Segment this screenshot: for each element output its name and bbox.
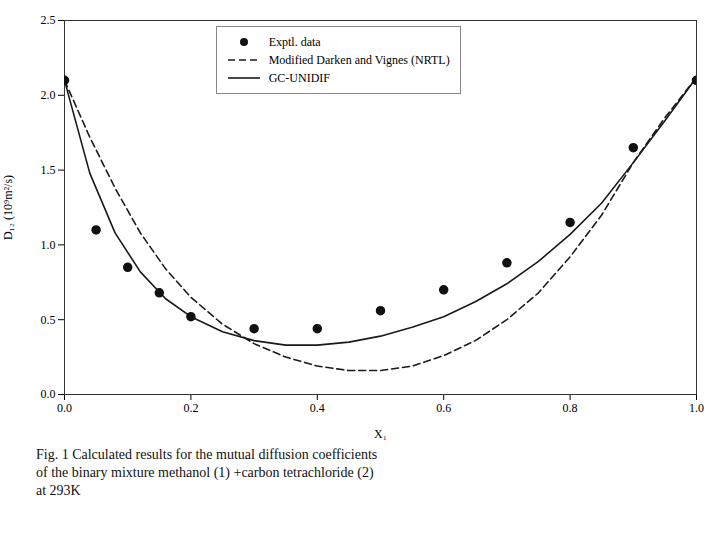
svg-text:0.5: 0.5	[41, 313, 56, 327]
svg-text:0.6: 0.6	[436, 401, 451, 415]
svg-text:0.4: 0.4	[310, 401, 325, 415]
html-text:Modified Darken and Vignes (NR: Modified Darken and Vignes (NRTL)	[268, 53, 450, 67]
html-text:GC-UNIDIF: GC-UNIDIF	[268, 71, 330, 85]
svg-text:D₁₂ (10⁹m²/s): D₁₂ (10⁹m²/s)	[1, 175, 15, 240]
svg-text:X₁: X₁	[374, 427, 387, 441]
svg-text:1.5: 1.5	[41, 163, 56, 177]
svg-text:0.2: 0.2	[183, 401, 198, 415]
svg-text:1.0: 1.0	[41, 238, 56, 252]
svg-text:1.0: 1.0	[689, 401, 704, 415]
html-text:Fig. 1 Calculated results for: Fig. 1 Calculated results for the mutual…	[36, 447, 378, 498]
svg-text:0.8: 0.8	[563, 401, 578, 415]
svg-text:2.0: 2.0	[41, 88, 56, 102]
svg-text:0.0: 0.0	[41, 387, 56, 401]
svg-text:0.0: 0.0	[57, 401, 72, 415]
svg-text:2.5: 2.5	[41, 13, 56, 27]
html-text:Exptl. data: Exptl. data	[268, 35, 321, 49]
